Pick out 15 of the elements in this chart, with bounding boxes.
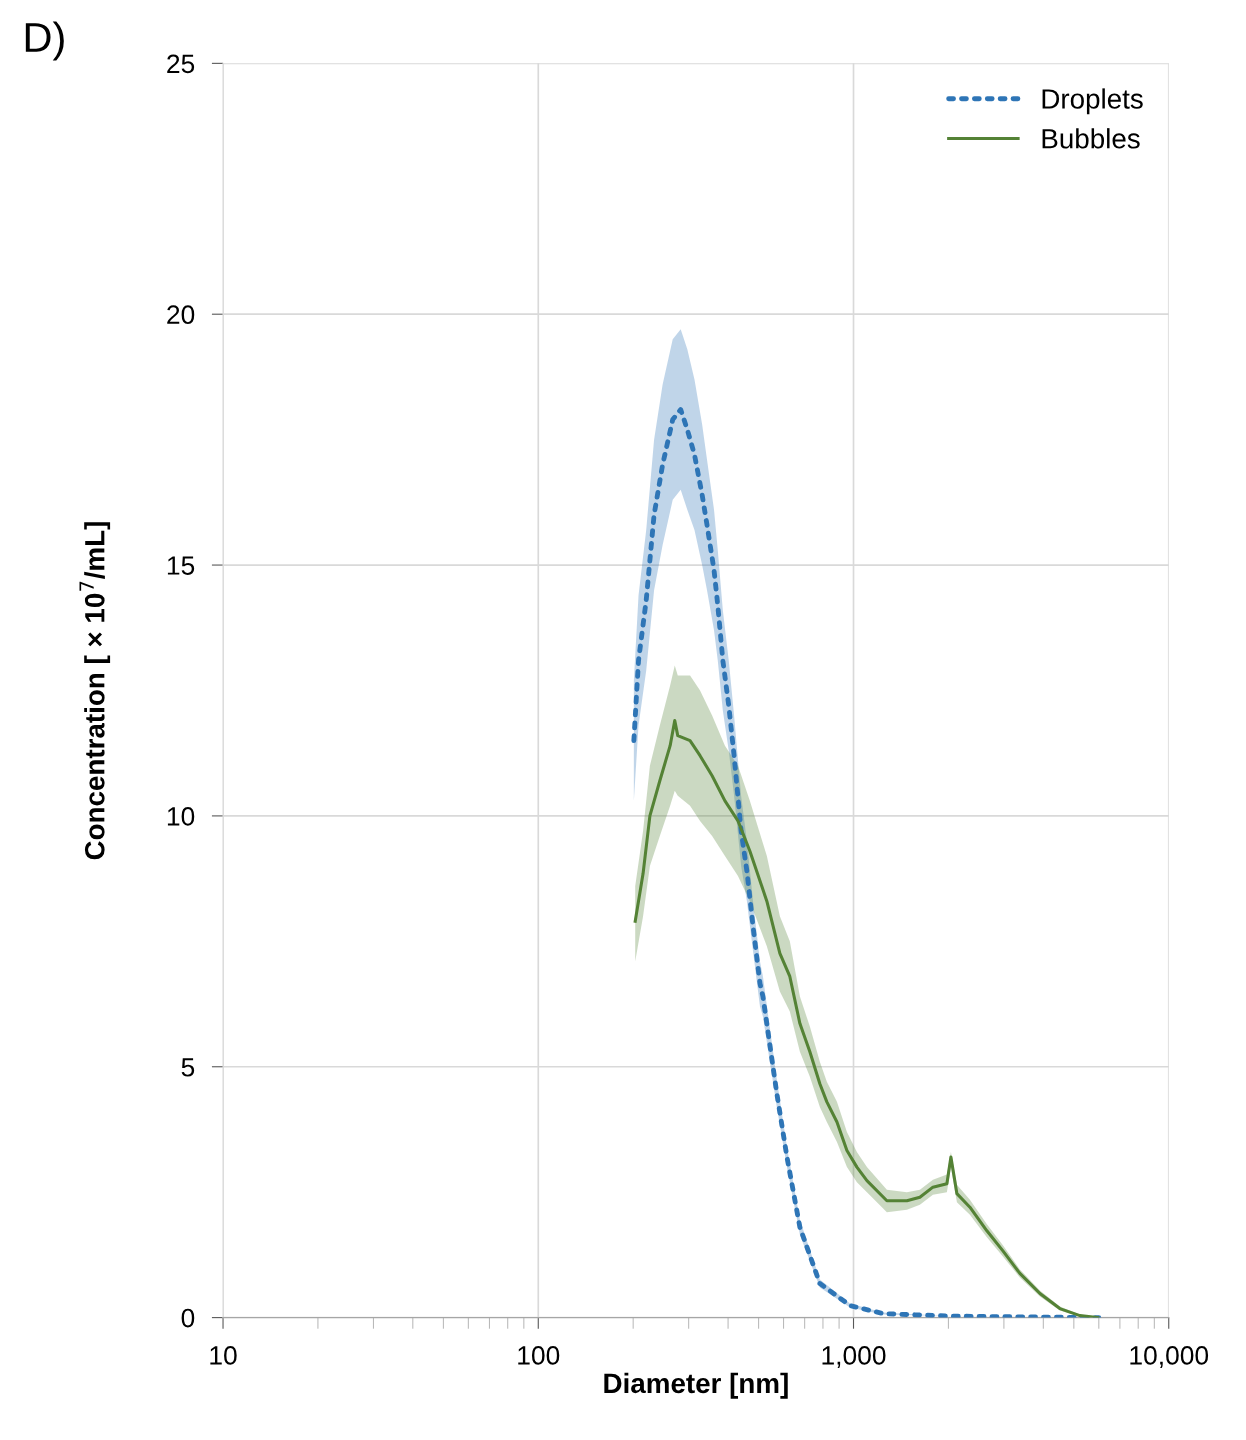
y-tick-label: 25: [167, 54, 195, 74]
y-tick-label: 10: [167, 807, 195, 826]
x-tick-label: 100: [518, 1346, 560, 1365]
legend-label: Bubbles: [1042, 128, 1140, 149]
y-tick-label: 5: [181, 1058, 195, 1077]
y-tick-label: 0: [181, 1308, 195, 1328]
y-tick-label: 15: [167, 556, 195, 575]
x-tick-label: 1,000: [822, 1346, 886, 1368]
y-axis-title: Concentration [ × 10$^{7}$/mL]: [79, 522, 111, 860]
x-axis-title: Diameter [nm]: [604, 1372, 788, 1399]
x-tick-label: 10,000: [1130, 1346, 1209, 1368]
y-tick-label: 20: [167, 305, 195, 325]
legend-label: Droplets: [1042, 88, 1143, 115]
text: D): [25, 21, 64, 61]
x-tick-label: 10: [210, 1346, 237, 1365]
